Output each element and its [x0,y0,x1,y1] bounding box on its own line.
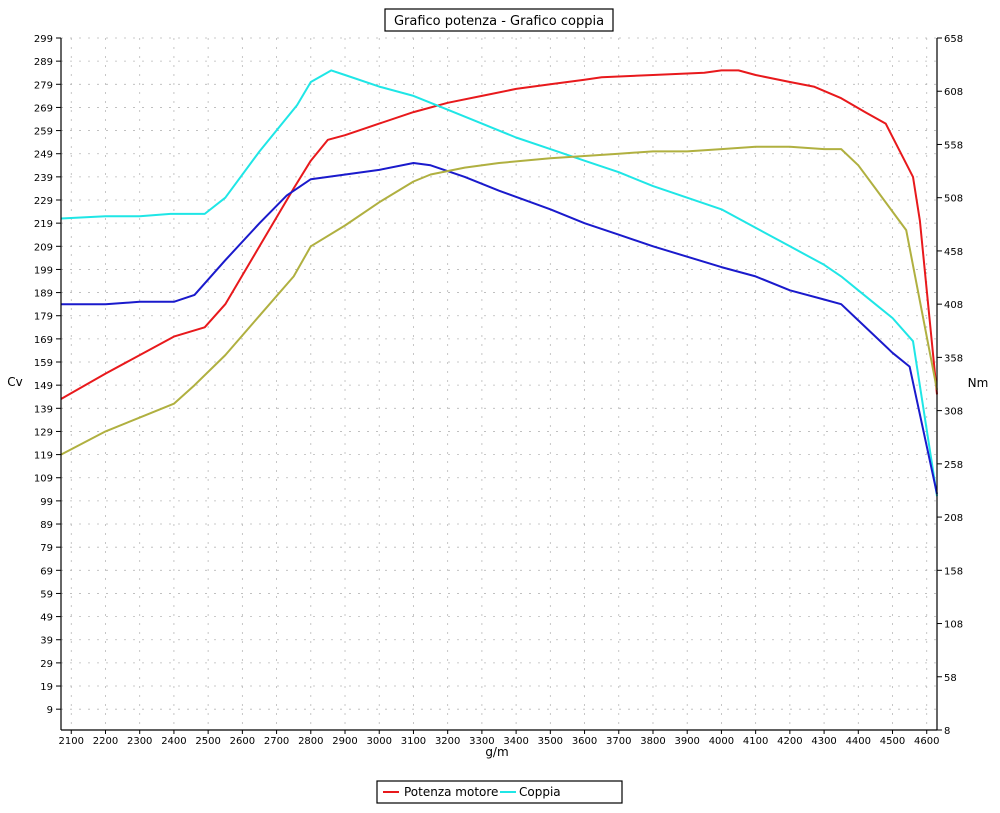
legend: Potenza motore Coppia [376,780,623,804]
series-line-potenza-motore [60,69,938,400]
y-left-tick-label: 179 [34,312,53,323]
y-left-tick-label: 189 [34,289,53,300]
series-line-coppia [60,69,938,497]
y-right-tick-label: 8 [944,726,950,737]
x-tick-label: 2200 [93,736,118,747]
ticks: 9 19 29 39 49 59 69 79 89 99 109 119 129 139 149 159 169… [34,34,963,747]
x-tick-label: 3700 [606,736,631,747]
x-tick-label: 3900 [674,736,699,747]
series-line-3 [61,162,938,495]
x-tick-label: 3500 [538,736,563,747]
x-tick-label: 2500 [195,736,220,747]
y-right-tick-label: 608 [944,87,963,98]
legend-box [376,780,623,804]
x-tick-label: 4600 [914,736,939,747]
x-tick-label: 2100 [59,736,84,747]
y-left-tick-label: 269 [34,103,53,114]
x-tick-label: 3400 [503,736,528,747]
x-tick-label: 4300 [811,736,836,747]
x-axis-label: g/m [485,745,508,759]
x-tick-label: 3200 [435,736,460,747]
series-line-4 [60,145,938,456]
y-left-tick-label: 119 [34,451,53,462]
y-left-tick-label: 299 [34,34,53,45]
y-left-tick-label: 29 [40,659,53,670]
y-right-tick-label: 308 [944,407,963,418]
legend-label-coppia: Coppia [519,785,561,799]
y-right-tick-label: 508 [944,194,963,205]
y-right-tick-label: 458 [944,247,963,258]
x-tick-label: 4400 [846,736,871,747]
x-tick-label: 3000 [367,736,392,747]
chart-title-text: Grafico potenza - Grafico coppia [394,14,604,29]
y-right-tick-label: 358 [944,353,963,364]
y-left-tick-label: 229 [34,196,53,207]
axes [60,38,938,731]
y-right-tick-label: 658 [944,34,963,45]
y-left-tick-label: 19 [40,682,53,693]
grid [61,37,937,730]
y-left-tick-label: 39 [40,636,53,647]
y-left-tick-label: 209 [34,242,53,253]
y-left-tick-label: 279 [34,80,53,91]
x-tick-label: 4500 [880,736,905,747]
x-tick-label: 3100 [401,736,426,747]
y-left-tick-label: 149 [34,381,53,392]
y-left-tick-label: 79 [40,543,53,554]
x-tick-label: 4100 [743,736,768,747]
x-tick-label: 3600 [572,736,597,747]
y-left-tick-label: 9 [47,705,53,716]
y-left-tick-label: 139 [34,404,53,415]
x-tick-label: 2800 [298,736,323,747]
y-left-tick-label: 129 [34,427,53,438]
x-tick-label: 3800 [640,736,665,747]
x-tick-label: 4200 [777,736,802,747]
y-axis-left-label: Cv [7,375,22,389]
legend-label-potenza: Potenza motore [404,785,498,799]
y-left-tick-label: 99 [40,497,53,508]
y-left-tick-label: 169 [34,335,53,346]
y-left-tick-label: 89 [40,520,53,531]
y-right-tick-label: 208 [944,513,963,524]
y-left-tick-label: 219 [34,219,53,230]
y-right-tick-label: 108 [944,620,963,631]
y-left-tick-label: 59 [40,589,53,600]
x-tick-label: 2600 [230,736,255,747]
x-tick-label: 2400 [161,736,186,747]
y-left-tick-label: 159 [34,358,53,369]
y-left-tick-label: 69 [40,566,53,577]
y-right-tick-label: 58 [944,673,957,684]
chart-title: Grafico potenza - Grafico coppia [384,8,614,32]
x-tick-label: 2900 [332,736,357,747]
x-tick-label: 4000 [709,736,734,747]
y-left-tick-label: 289 [34,57,53,68]
y-right-tick-label: 258 [944,460,963,471]
x-tick-label: 2300 [127,736,152,747]
x-tick-label: 3300 [469,736,494,747]
y-axis-right-label: Nm [968,376,989,390]
y-right-tick-label: 558 [944,140,963,151]
series-layer [60,69,938,497]
y-left-tick-label: 199 [34,265,53,276]
y-right-tick-label: 408 [944,300,963,311]
y-left-tick-label: 49 [40,613,53,624]
y-right-tick-label: 158 [944,566,963,577]
y-left-tick-label: 259 [34,127,53,138]
y-left-tick-label: 239 [34,173,53,184]
x-tick-label: 2700 [264,736,289,747]
chart-title-box [384,8,614,32]
y-left-tick-label: 249 [34,150,53,161]
y-left-tick-label: 109 [34,474,53,485]
